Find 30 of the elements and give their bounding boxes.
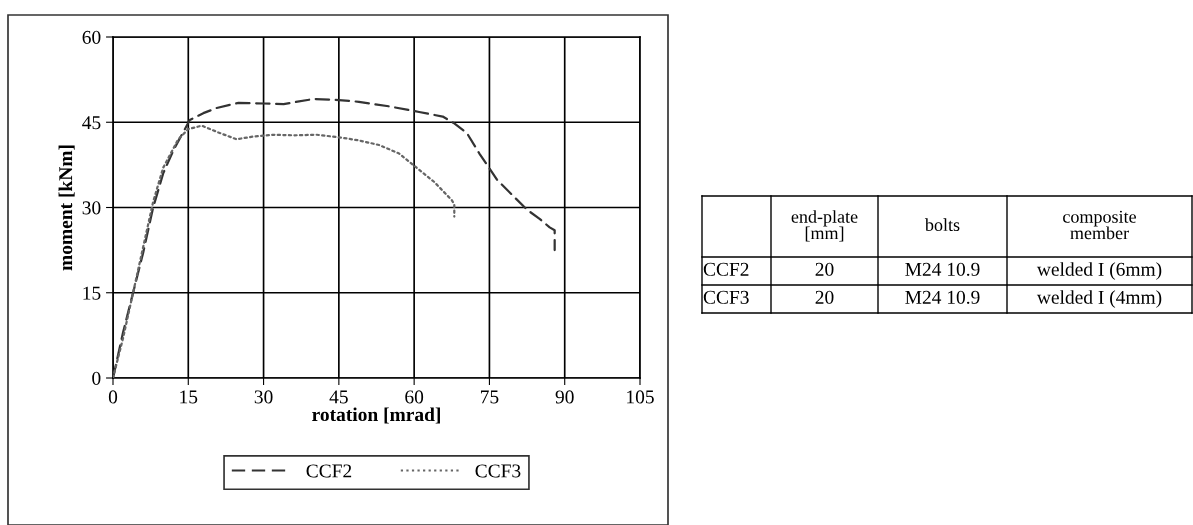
legend-label: CCF2 [306,464,352,478]
y-axis-title: moment [kNm] [58,145,75,271]
text: 20 [815,262,834,276]
x-tick-label: 75 [480,390,499,404]
text: welded I (4mm) [1036,290,1162,308]
category-label: end-plate [mm] [791,210,858,242]
category-label: CCF2 [703,262,749,276]
y-tick-label: 45 [82,116,101,130]
text: welded I (6mm) [1036,262,1162,280]
legend-label: CCF3 [475,464,521,478]
x-axis-title: rotation [mrad] [312,407,440,424]
y-tick-label: 60 [82,30,101,44]
category-label: composite member [1063,210,1136,240]
x-tick-label: 60 [405,390,424,404]
category-label: bolts [924,218,960,232]
x-tick-label: 0 [108,390,118,404]
x-tick-label: 105 [627,390,654,404]
category-label: CCF3 [703,290,749,304]
x-tick-label: 45 [329,390,348,404]
text: M24 10.9 [905,262,980,276]
x-tick-label: 30 [254,390,273,404]
x-tick-label: 90 [555,390,574,404]
text: M24 10.9 [905,290,980,304]
y-tick-label: 30 [82,201,101,215]
x-tick-label: 15 [180,390,198,404]
text: 20 [815,290,834,304]
line-series [113,124,456,378]
y-tick-label: 15 [83,286,101,300]
y-tick-label: 0 [92,371,101,385]
line-series [113,97,556,378]
